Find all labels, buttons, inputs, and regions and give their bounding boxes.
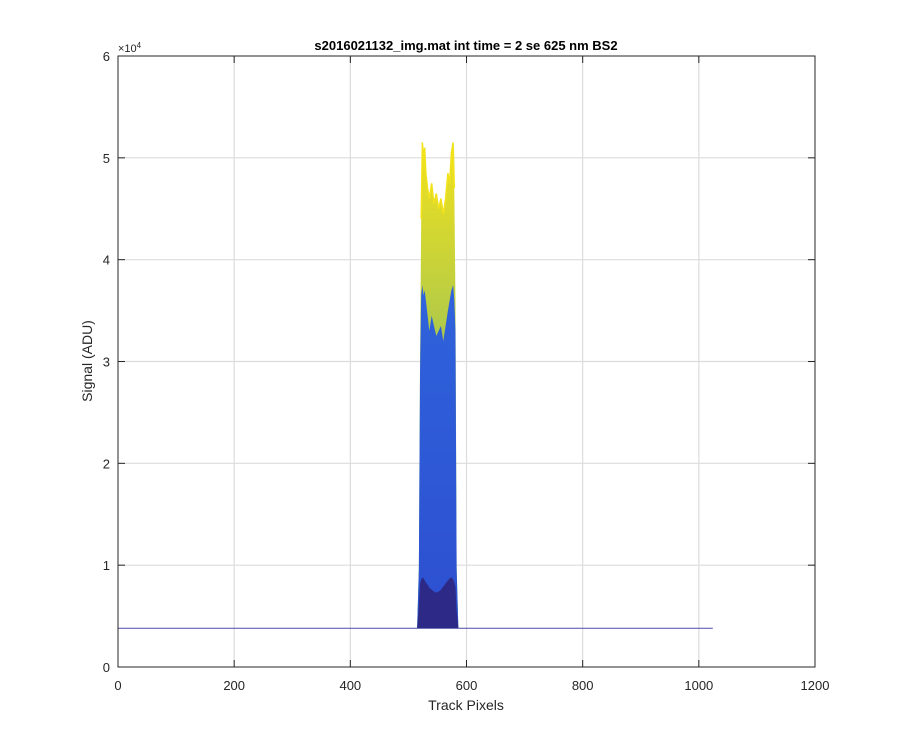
grid-lines bbox=[118, 56, 815, 667]
peak-surface-mid bbox=[417, 285, 459, 629]
x-tick-label: 200 bbox=[223, 678, 245, 693]
y-tick-label: 5 bbox=[103, 151, 110, 166]
y-exponent-base: ×10 bbox=[118, 43, 137, 55]
y-tick-label: 6 bbox=[103, 49, 110, 64]
x-axis-ticks: 0 200 400 600 800 1000 1200 bbox=[114, 56, 829, 693]
x-tick-label: 400 bbox=[339, 678, 361, 693]
x-tick-label: 0 bbox=[114, 678, 121, 693]
y-tick-label: 0 bbox=[103, 660, 110, 675]
y-tick-label: 1 bbox=[103, 558, 110, 573]
y-exponent-power: 4 bbox=[137, 41, 142, 50]
peak-rim bbox=[420, 142, 456, 219]
plot-series bbox=[118, 142, 713, 629]
x-tick-label: 600 bbox=[456, 678, 478, 693]
y-tick-label: 4 bbox=[103, 253, 110, 268]
y-tick-label: 2 bbox=[103, 456, 110, 471]
y-exponent-label: ×104 bbox=[118, 41, 142, 55]
chart-title: s2016021132_img.mat int time = 2 se 625 … bbox=[314, 38, 617, 53]
x-tick-label: 1000 bbox=[684, 678, 713, 693]
x-tick-label: 800 bbox=[572, 678, 594, 693]
peak-surface-low bbox=[417, 577, 459, 629]
x-axis-label: Track Pixels bbox=[428, 697, 504, 713]
y-tick-label: 3 bbox=[103, 355, 110, 370]
y-axis-ticks: 0 1 2 3 4 5 6 bbox=[103, 49, 815, 675]
x-tick-label: 1200 bbox=[801, 678, 830, 693]
y-axis-label: Signal (ADU) bbox=[79, 320, 95, 402]
